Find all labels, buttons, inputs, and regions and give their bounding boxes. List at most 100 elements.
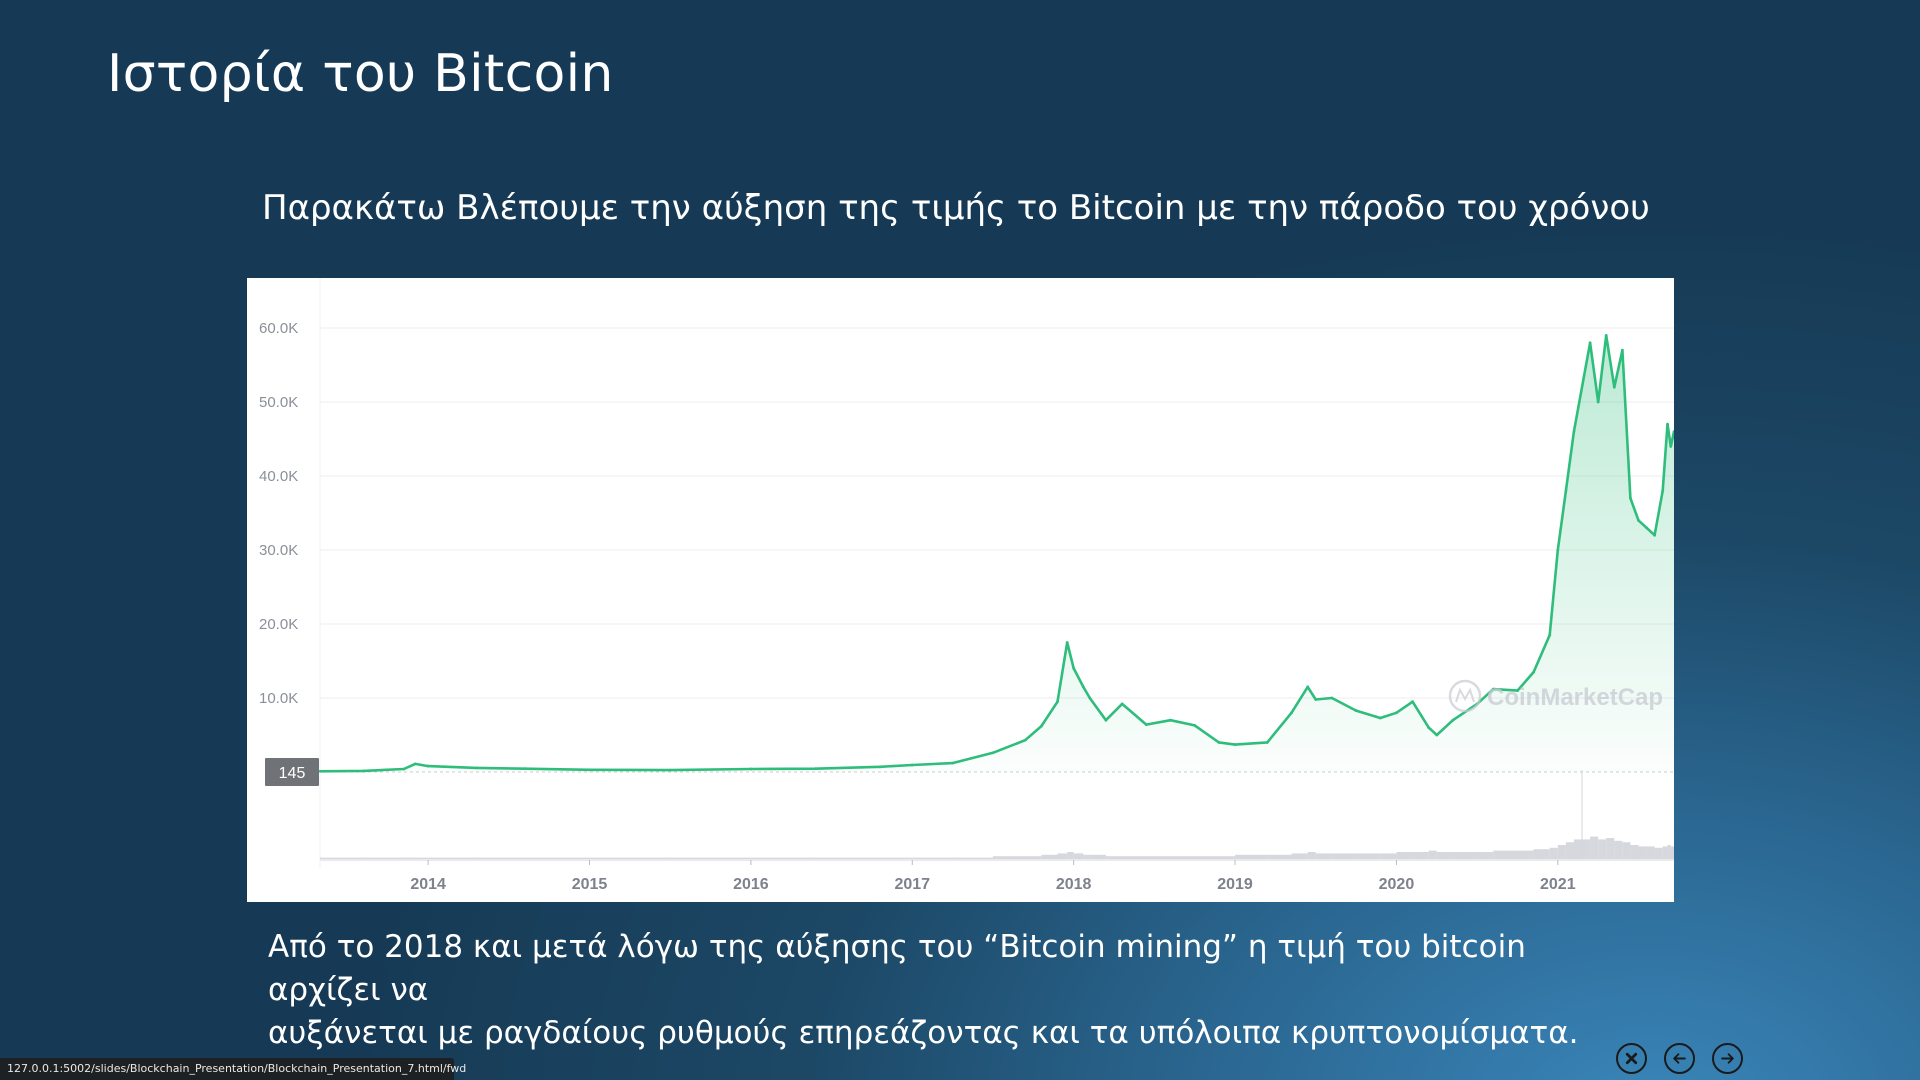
price-point xyxy=(1548,633,1552,637)
volume-bar xyxy=(428,857,477,859)
price-point xyxy=(523,767,527,771)
volume-bar xyxy=(320,857,364,859)
x-tick-label: 2016 xyxy=(733,876,769,893)
price-point xyxy=(668,768,672,772)
price-point xyxy=(1233,743,1237,747)
volume-bar xyxy=(1565,842,1574,859)
price-point xyxy=(1620,348,1624,352)
volume-bar xyxy=(879,857,913,859)
price-point xyxy=(1265,741,1269,744)
price-point xyxy=(910,763,914,767)
volume-bar xyxy=(1452,852,1478,859)
volume-bar xyxy=(1662,846,1668,859)
volume-bar xyxy=(992,856,1026,859)
price-point xyxy=(1314,698,1318,701)
price-point xyxy=(1411,700,1414,704)
price-point xyxy=(878,765,882,769)
price-point xyxy=(1023,738,1027,742)
coinmarketcap-logo-icon xyxy=(1448,679,1482,713)
price-point xyxy=(1564,489,1568,493)
price-point xyxy=(1435,733,1439,737)
next-slide-button[interactable] xyxy=(1712,1043,1743,1074)
price-point xyxy=(1039,724,1043,728)
x-tick-label: 2014 xyxy=(410,876,446,893)
price-point xyxy=(1427,726,1431,729)
volume-bar xyxy=(1412,852,1429,859)
volume-bar xyxy=(1590,836,1599,859)
volume-bar xyxy=(415,857,429,859)
volume-bar xyxy=(1315,853,1332,859)
volume-bar xyxy=(1122,856,1147,859)
volume-bar xyxy=(1396,852,1413,859)
close-icon xyxy=(1625,1052,1638,1065)
volume-bar xyxy=(363,857,404,859)
volume-bar xyxy=(1291,853,1308,859)
volume-bar xyxy=(1170,856,1195,859)
price-point xyxy=(1395,711,1398,715)
price-point xyxy=(1572,430,1576,433)
current-price-label: 145 xyxy=(279,765,306,782)
y-tick-label: 10.0K xyxy=(259,690,298,707)
volume-bar xyxy=(1517,850,1534,859)
volume-bar xyxy=(815,857,880,859)
price-area xyxy=(320,335,1674,772)
volume-bar xyxy=(1380,853,1397,859)
volume-bar xyxy=(1638,846,1647,859)
price-point xyxy=(1661,489,1665,493)
price-point xyxy=(426,764,430,768)
arrow-left-icon xyxy=(1673,1053,1686,1064)
price-point xyxy=(1056,700,1059,704)
price-point xyxy=(1217,741,1221,744)
price-point xyxy=(1672,430,1674,433)
volume-bar xyxy=(524,857,590,859)
y-tick-label: 40.0K xyxy=(259,468,298,485)
price-point xyxy=(588,768,591,772)
price-point xyxy=(1516,689,1519,692)
volume-bar xyxy=(1356,853,1381,859)
volume-bar xyxy=(1654,847,1663,859)
volume-bar xyxy=(1436,852,1453,859)
volume-bar xyxy=(1533,849,1550,859)
caption-line-2: αυξάνεται με ραγδαίους ρυθμούς επηρεάζον… xyxy=(268,1015,1579,1051)
volume-bar xyxy=(1194,856,1219,859)
x-tick-label: 2021 xyxy=(1540,876,1576,893)
arrow-right-icon xyxy=(1721,1053,1734,1064)
volume-bar xyxy=(403,857,416,859)
price-point xyxy=(1556,548,1560,552)
chart-svg: 60.0K 50.0K 40.0K 30.0K 20.0K 10.0K 2014 2015 20… xyxy=(259,278,1674,893)
price-point xyxy=(1604,334,1608,337)
price-point xyxy=(749,767,753,771)
price-point xyxy=(1306,685,1310,689)
close-button[interactable] xyxy=(1616,1043,1647,1074)
price-point xyxy=(1588,341,1592,345)
price-point xyxy=(1104,718,1108,722)
volume-bar xyxy=(1614,840,1623,859)
price-point xyxy=(1532,670,1535,674)
volume-bar xyxy=(1105,856,1123,859)
volume-bar xyxy=(912,857,953,859)
price-point xyxy=(1081,685,1085,689)
x-tick-label: 2018 xyxy=(1056,876,1092,893)
volume-bar xyxy=(589,857,671,859)
price-point xyxy=(1290,711,1293,715)
slide-title: Ιστορία του Bitcoin xyxy=(107,44,614,104)
x-tick-label: 2019 xyxy=(1217,876,1253,893)
bitcoin-price-chart: 60.0K 50.0K 40.0K 30.0K 20.0K 10.0K 2014 2015 20… xyxy=(247,278,1674,902)
y-tick-label: 20.0K xyxy=(259,616,298,633)
price-point xyxy=(1637,519,1640,522)
price-point xyxy=(1645,526,1648,530)
price-point xyxy=(475,766,478,770)
volume-bar xyxy=(1667,845,1671,859)
volume-bar xyxy=(1083,854,1090,859)
volume-bar xyxy=(750,857,816,859)
volume-bar xyxy=(1670,846,1674,859)
price-point xyxy=(1120,702,1124,706)
volume-bar xyxy=(1041,854,1058,859)
x-tick-label: 2015 xyxy=(572,876,608,893)
price-point xyxy=(991,751,995,755)
volume-bar xyxy=(952,857,993,859)
price-point xyxy=(814,767,817,771)
y-tick-label: 50.0K xyxy=(259,394,298,411)
volume-bar xyxy=(1267,854,1292,859)
previous-slide-button[interactable] xyxy=(1664,1043,1695,1074)
